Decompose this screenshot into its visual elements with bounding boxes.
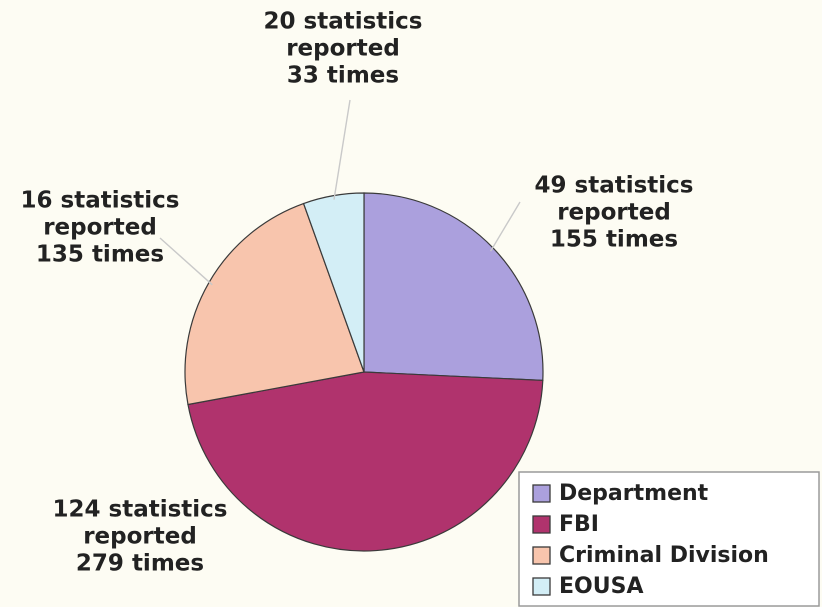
leader-lines (159, 99, 521, 286)
slice-fbi (187, 371, 544, 552)
slice-label-line: reported (286, 36, 400, 62)
legend-swatch-fbi (532, 515, 551, 534)
slice-label-line: 33 times (287, 63, 399, 89)
slice-eousa (302, 192, 365, 373)
legend-box (518, 471, 820, 607)
slice-label-line: reported (557, 200, 671, 226)
slice-label-line: 49 statistics (535, 173, 694, 199)
slice-label-line: 279 times (76, 551, 204, 577)
slice-label-line: 20 statistics (264, 9, 423, 35)
legend-label-eousa: EOUSA (559, 574, 643, 599)
slice-label-line: 155 times (550, 227, 678, 253)
legend-label-criminal-division: Criminal Division (559, 543, 769, 568)
pie-slices (184, 192, 544, 552)
legend-label-fbi: FBI (559, 512, 599, 537)
slice-label-line: 16 statistics (21, 188, 180, 214)
leader-line-eousa (333, 99, 351, 200)
slice-label-line: reported (83, 524, 197, 550)
slice-label-line: 135 times (36, 242, 164, 268)
legend-swatch-department (532, 484, 551, 503)
legend-swatch-eousa (532, 577, 551, 596)
slice-label-line: 124 statistics (53, 497, 228, 523)
slice-label-line: reported (43, 215, 157, 241)
legend: Department FBI Criminal Division EOUSA (518, 471, 820, 607)
slice-criminal-division (184, 202, 365, 406)
legend-swatch-criminal-division (532, 546, 551, 565)
leader-line-department (489, 201, 521, 252)
legend-label-department: Department (559, 481, 709, 506)
slice-department (363, 192, 544, 382)
leader-line-criminal-division (159, 237, 213, 286)
